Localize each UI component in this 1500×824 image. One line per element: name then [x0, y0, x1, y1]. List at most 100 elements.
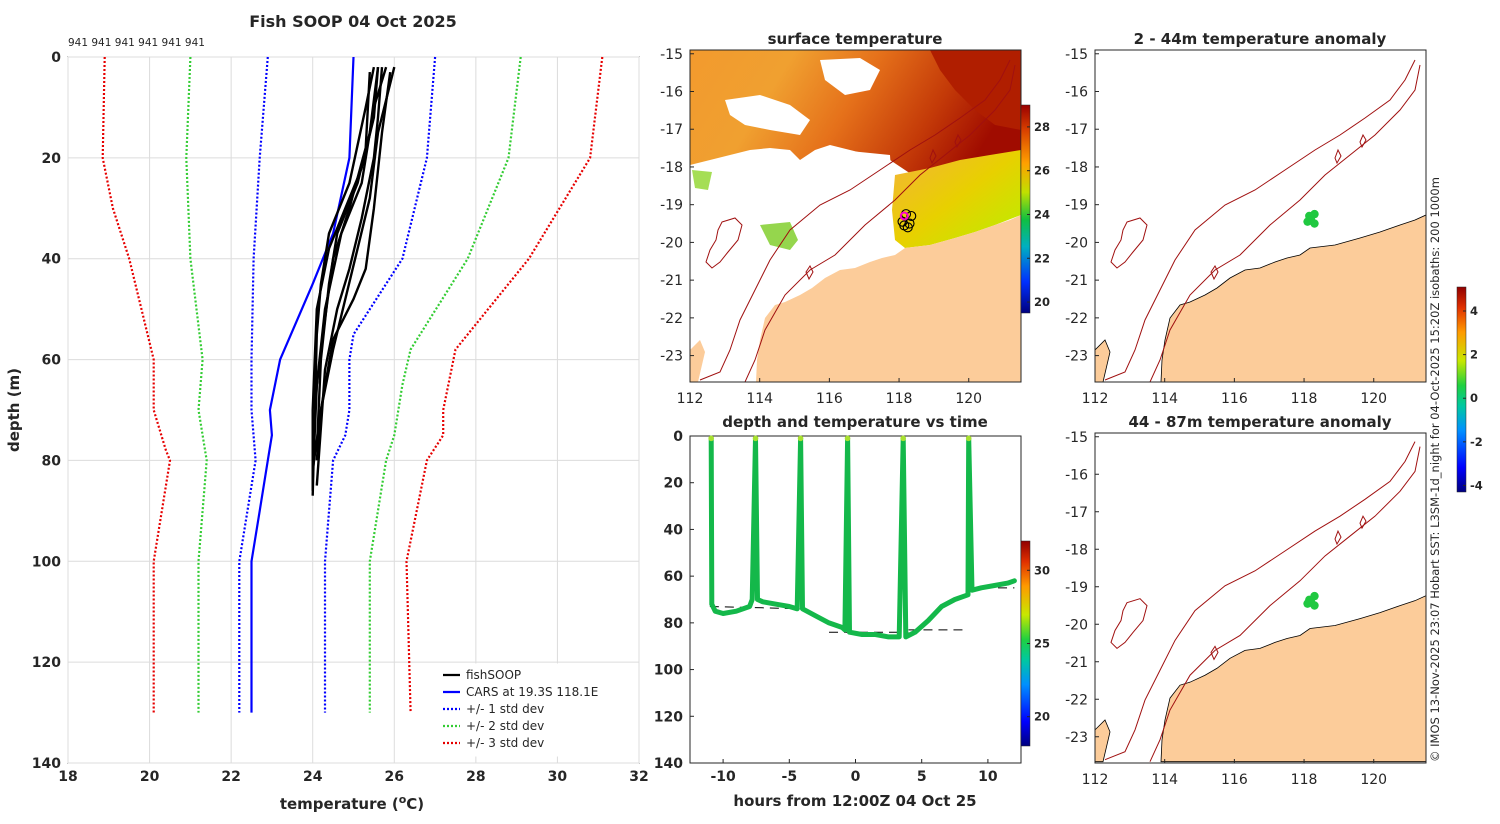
map-ytick-label: -18: [1065, 160, 1088, 176]
depth-time-surface-point: [965, 435, 972, 442]
sst-map-title: surface temperature: [768, 30, 943, 48]
map-ytick-label: -20: [1065, 235, 1088, 251]
sst-field-south: [892, 150, 1021, 248]
anomaly-44-87-frame: [1094, 432, 1427, 764]
profile-series-cars-2-std: [368, 56, 522, 713]
profile-ytick-label: 80: [42, 453, 62, 469]
sst-colorbar-ticks: 20 22 24 26 28: [1027, 120, 1050, 309]
depth-time-surface-point: [844, 435, 851, 442]
depth-time-xlabel: hours from 12:00Z 04 Oct 25: [733, 792, 976, 810]
anomaly-2-44-title: 2 - 44m temperature anomaly: [1134, 30, 1387, 48]
map-xtick-label: 120: [1360, 391, 1387, 407]
profile-xlabel: temperature (oC): [280, 793, 424, 813]
sst-colorbar: [1020, 104, 1031, 314]
map-xtick-label: 118: [1291, 391, 1318, 407]
sst-deployment-marker: [902, 222, 913, 233]
map-xtick-label: 114: [746, 391, 773, 407]
profile-series-fishsoop-8: [311, 67, 380, 491]
depth-time-ytick-label: 60: [664, 569, 684, 585]
anomaly-44-87-ticks: 112 114 116 118 120 -15 -16 -17 -18 -19 -20 -21 -22 -…: [1065, 430, 1387, 788]
legend-label-std2: +/- 2 std dev: [466, 719, 544, 733]
depth-time-trace-line: [708, 435, 1017, 640]
map-ytick-label: -19: [1065, 580, 1088, 596]
anomaly-colorbar-tick-label: 0: [1470, 391, 1478, 405]
map-ytick-label: -15: [1065, 47, 1088, 63]
legend-box: [435, 663, 627, 757]
map-ytick-label: -17: [660, 122, 683, 138]
anomaly-colorbar-tick-label: -4: [1470, 478, 1483, 492]
map-ytick-label: -17: [1065, 122, 1088, 138]
depth-time-ytick-label: 0: [673, 429, 683, 445]
sst-colorbar-tick-label: 26: [1034, 164, 1050, 178]
profile-xtick-label: 30: [548, 769, 568, 785]
profile-xtick-label: 26: [385, 769, 404, 785]
depth-time-xtick-label: -10: [710, 769, 736, 785]
map-ytick-label: -20: [1065, 617, 1088, 633]
map-ytick-label: -16: [1065, 85, 1088, 101]
map-ytick-label: -15: [1065, 430, 1088, 446]
map-ytick-label: -19: [1065, 198, 1088, 214]
profile-series-fishsoop-6: [311, 66, 396, 471]
sst-field-north: [690, 50, 1021, 185]
legend-label-std3: +/- 3 std dev: [466, 736, 544, 750]
map-xtick-label: 112: [677, 391, 704, 407]
anomaly-colorbar-tick-label: 4: [1470, 304, 1478, 318]
sst-map-panel: surface temperature 112 114 116 118 120 -15 -1…: [660, 30, 1050, 407]
map-ytick-label: -23: [660, 349, 683, 365]
sst-green-patch: [760, 222, 798, 250]
profile-xtick-label: 22: [221, 769, 240, 785]
anomaly-point: [1306, 597, 1316, 606]
sst-colorbar-tick-label: 20: [1034, 295, 1050, 309]
map-xtick-label: 120: [1360, 772, 1387, 788]
profile-xtick-label: 20: [140, 769, 160, 785]
map-xtick-label: 114: [1151, 391, 1178, 407]
profile-panel: Fish SOOP 04 Oct 2025 941 941 941 941 94…: [5, 12, 649, 813]
map-ytick-label: -21: [1065, 273, 1088, 289]
profile-xtick-label: 32: [629, 769, 648, 785]
anomaly-44-87-panel: 44 - 87m temperature anomaly 112 114 116 11…: [1065, 413, 1427, 788]
depth-time-colorbar-tick-label: 25: [1034, 637, 1050, 651]
anomaly-colorbar-tick-label: -2: [1470, 435, 1483, 449]
depth-time-xtick-label: 0: [851, 769, 861, 785]
depth-time-xtick-label: -5: [782, 769, 798, 785]
depth-time-panel: depth and temperature vs time -10 -5 0 5 100…: [654, 413, 1050, 810]
profile-series-fishsoop-4: [315, 67, 384, 486]
map-xtick-label: 114: [1151, 772, 1178, 788]
anomaly-2-44-points: [1303, 209, 1319, 228]
map-ytick-label: -18: [1065, 542, 1088, 558]
depth-time-colorbar-tick-label: 20: [1034, 710, 1050, 724]
depth-time-colorbar-tick-label: 30: [1034, 563, 1050, 577]
map-xtick-label: 118: [886, 391, 913, 407]
depth-time-surface-point: [900, 435, 906, 442]
map-ytick-label: -15: [660, 47, 683, 63]
depth-time-ytick-label: 40: [664, 522, 684, 538]
profile-ytick-label: 20: [42, 151, 62, 167]
depth-time-colorbar-ticks: 20 25 30: [1027, 563, 1050, 724]
profile-ytick-label: 100: [32, 554, 61, 570]
profile-ytick-label: 40: [42, 252, 62, 268]
map-ytick-label: -16: [660, 85, 683, 101]
profile-ytick-label: 120: [32, 655, 61, 671]
legend-label-fishsoop: fishSOOP: [466, 668, 521, 682]
map-ytick-label: -20: [660, 235, 683, 251]
profile-ticks: 18 20 22 24 26 28 30 32 0 20 40 60 80 100 120 140: [32, 50, 649, 785]
profile-ytick-label: 0: [51, 50, 61, 66]
depth-time-surface-point: [708, 435, 714, 442]
map-ytick-label: -18: [660, 160, 683, 176]
map-ytick-label: -22: [1065, 311, 1088, 327]
anomaly-colorbar-ticks: -4 -2 0 2 4: [1463, 304, 1483, 492]
anomaly-colorbar: [1456, 286, 1467, 493]
map-ytick-label: -16: [1065, 467, 1088, 483]
map-xtick-label: 118: [1291, 772, 1318, 788]
legend-label-cars: CARS at 19.3S 118.1E: [466, 685, 598, 699]
map-ytick-label: -17: [1065, 505, 1088, 521]
map-ytick-label: -22: [1065, 692, 1088, 708]
profile-series-cars-1-std: [323, 56, 437, 713]
profile-series-cars-3-std: [405, 56, 604, 713]
sst-field-northeast: [930, 50, 1021, 130]
map-xtick-label: 112: [1082, 391, 1109, 407]
depth-time-ytick-label: 20: [664, 476, 684, 492]
sst-cloud-gap-3: [815, 150, 892, 210]
